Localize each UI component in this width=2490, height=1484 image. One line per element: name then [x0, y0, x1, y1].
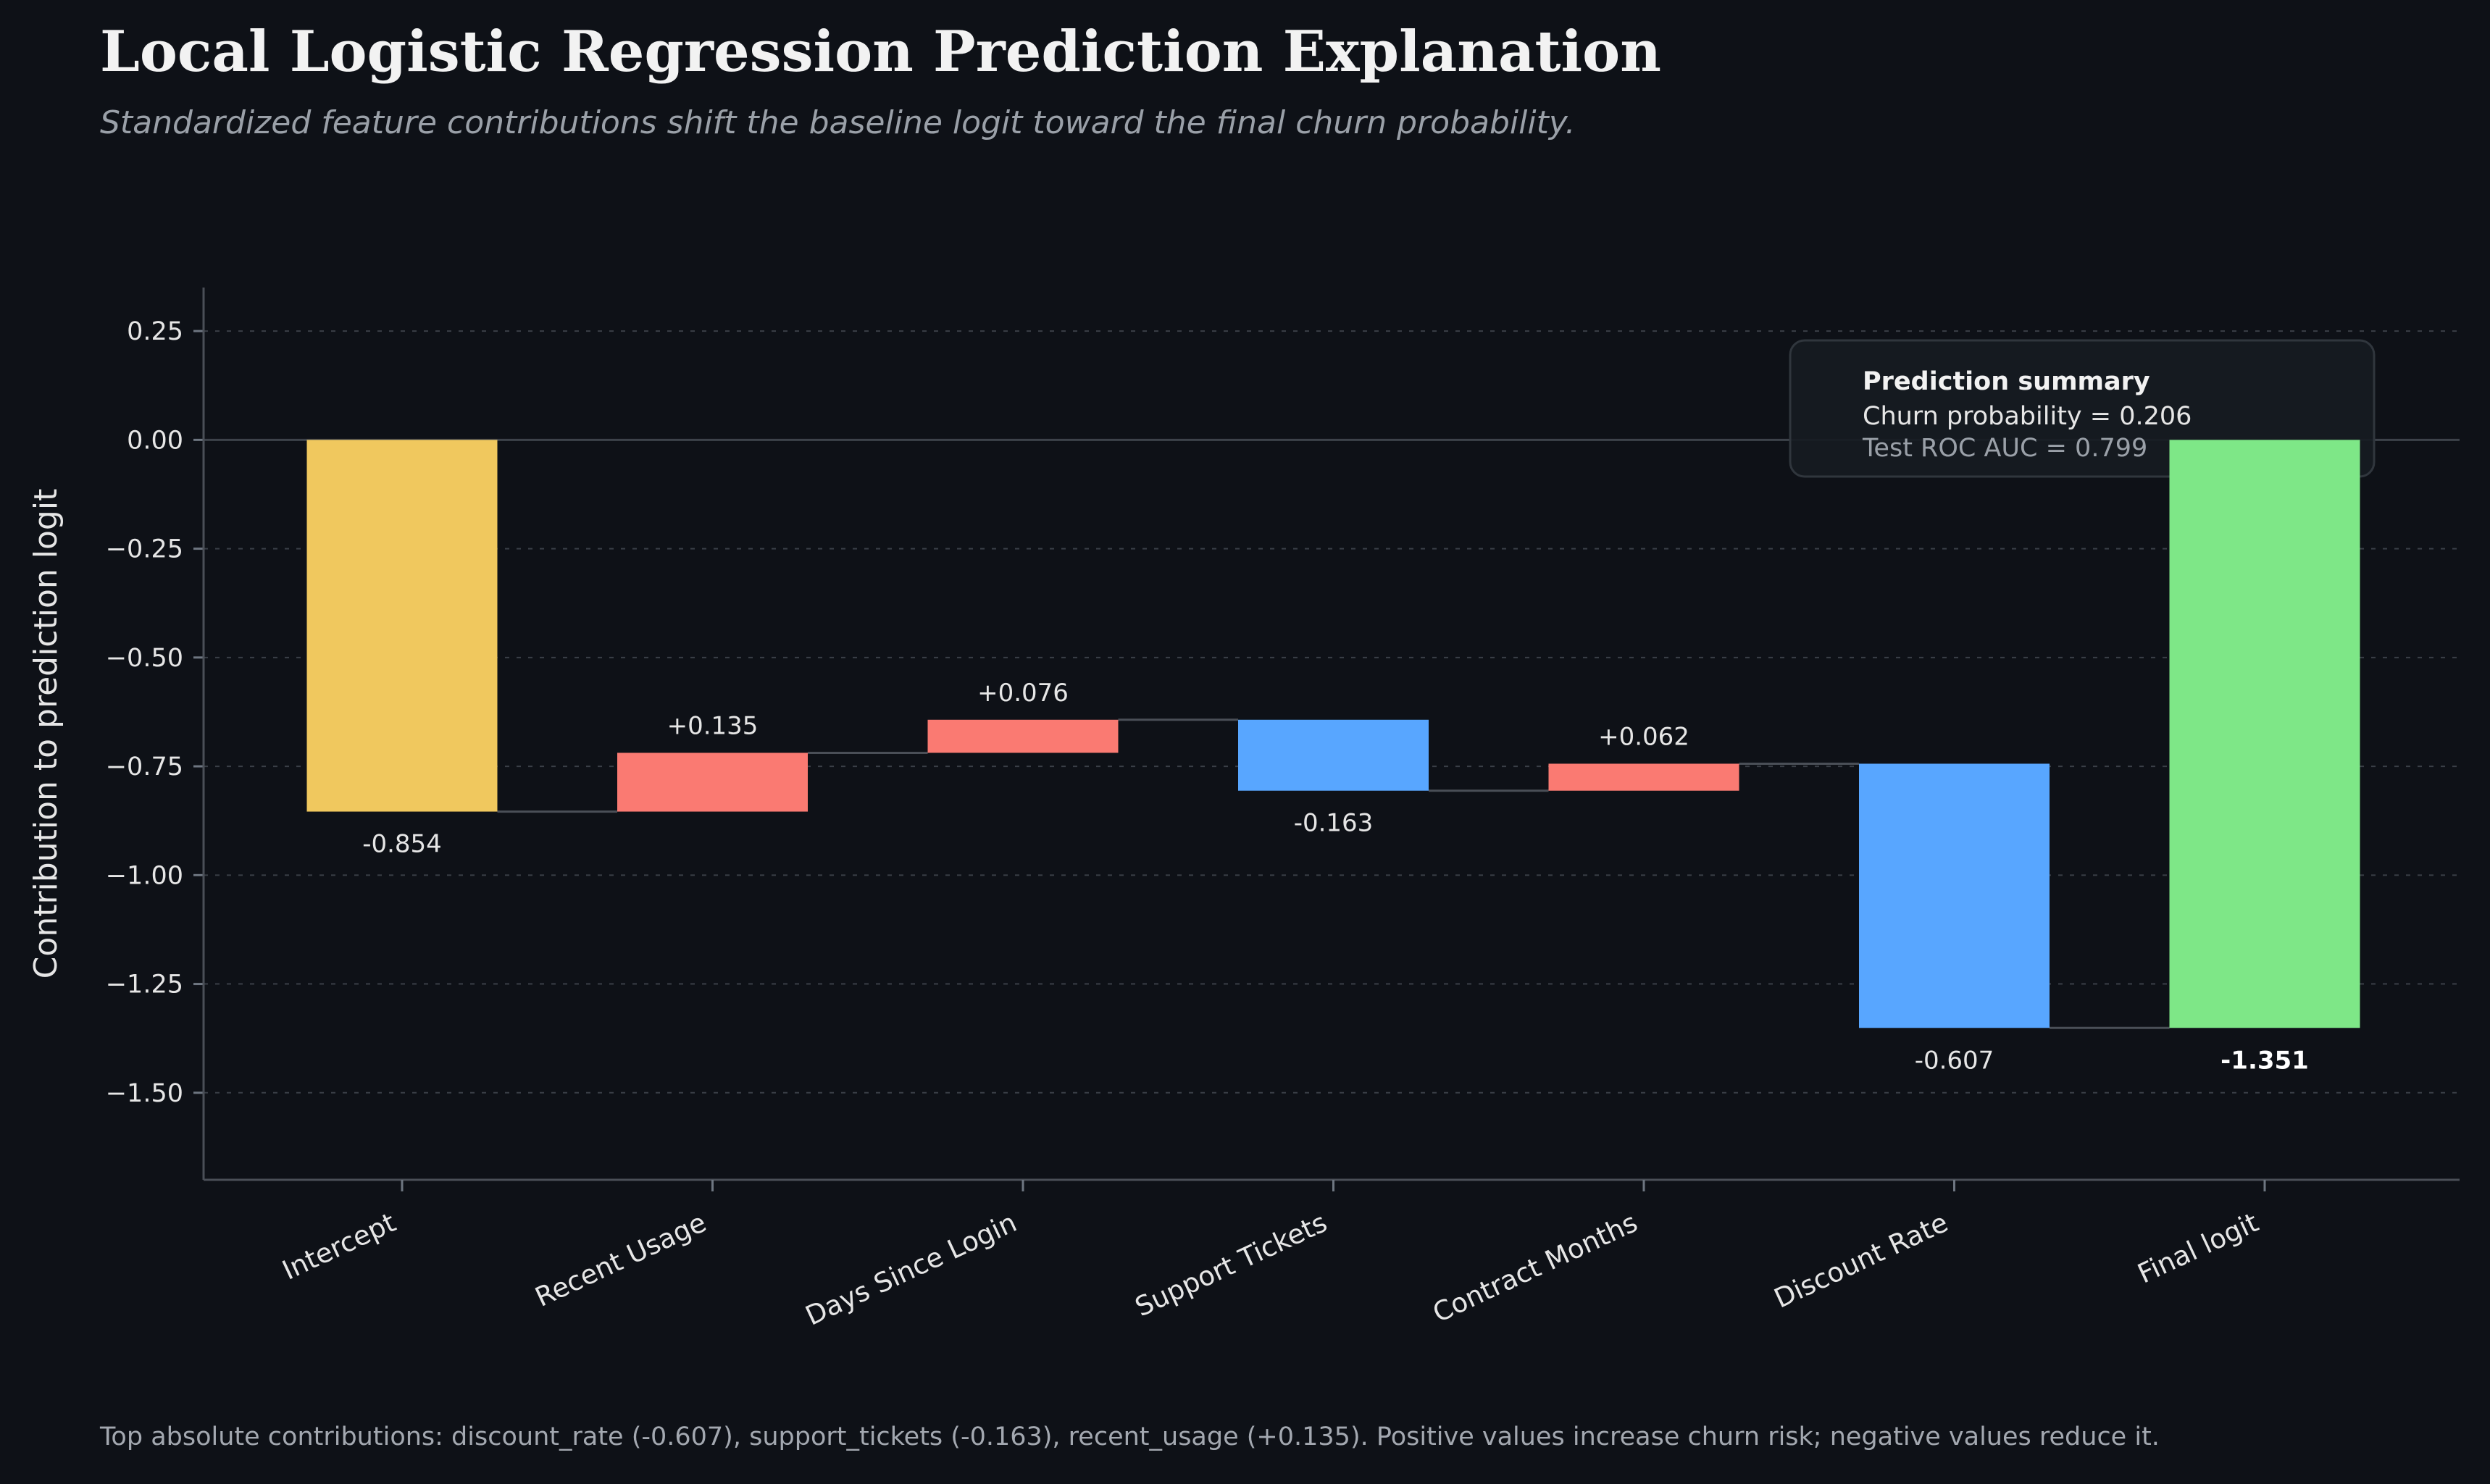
y-tick-label: −1.50 [106, 1079, 183, 1108]
summary-churn-probability: Churn probability = 0.206 [1863, 402, 2192, 431]
chart-title: Local Logistic Regression Prediction Exp… [100, 19, 1661, 85]
bar-final-logit [2169, 440, 2360, 1028]
bar-recent-usage [617, 753, 808, 812]
bar-intercept [306, 440, 498, 812]
y-tick-label: 0.25 [127, 317, 183, 346]
y-tick-label: −0.25 [106, 535, 183, 564]
value-label: -0.163 [1294, 809, 1374, 838]
x-tick-label: Recent Usage [530, 1207, 711, 1313]
x-tick-label: Final logit [2133, 1207, 2263, 1289]
chart-subtitle: Standardized feature contributions shift… [100, 104, 1576, 141]
value-label: -0.854 [362, 830, 442, 859]
x-tick-label: Intercept [277, 1207, 401, 1286]
summary-heading: Prediction summary [1863, 367, 2150, 396]
value-label: +0.076 [977, 679, 1069, 708]
bar-discount-rate [1859, 763, 2050, 1028]
bar-support-tickets [1238, 719, 1429, 791]
footer-note: Top absolute contributions: discount_rat… [100, 1422, 2160, 1451]
bar-contract-months [1548, 763, 1739, 791]
bar-days-since-login [927, 719, 1119, 753]
x-tick-label: Days Since Login [801, 1207, 1022, 1332]
y-tick-label: −1.25 [106, 971, 183, 999]
y-tick-label: −0.50 [106, 644, 183, 673]
value-label: -0.607 [1915, 1046, 1994, 1075]
value-label: +0.135 [667, 711, 759, 740]
value-label: +0.062 [1598, 722, 1689, 751]
value-label: -1.351 [2220, 1046, 2309, 1075]
x-tick-label: Contract Months [1428, 1207, 1642, 1328]
summary-roc-auc: Test ROC AUC = 0.799 [1862, 434, 2147, 463]
x-tick-label: Discount Rate [1769, 1207, 1952, 1314]
y-tick-label: −1.00 [106, 861, 183, 890]
y-tick-label: −0.75 [106, 753, 183, 781]
y-tick-label: 0.00 [127, 426, 183, 455]
x-tick-label: Support Tickets [1130, 1207, 1332, 1322]
y-axis-label: Contribution to prediction logit [28, 489, 64, 979]
